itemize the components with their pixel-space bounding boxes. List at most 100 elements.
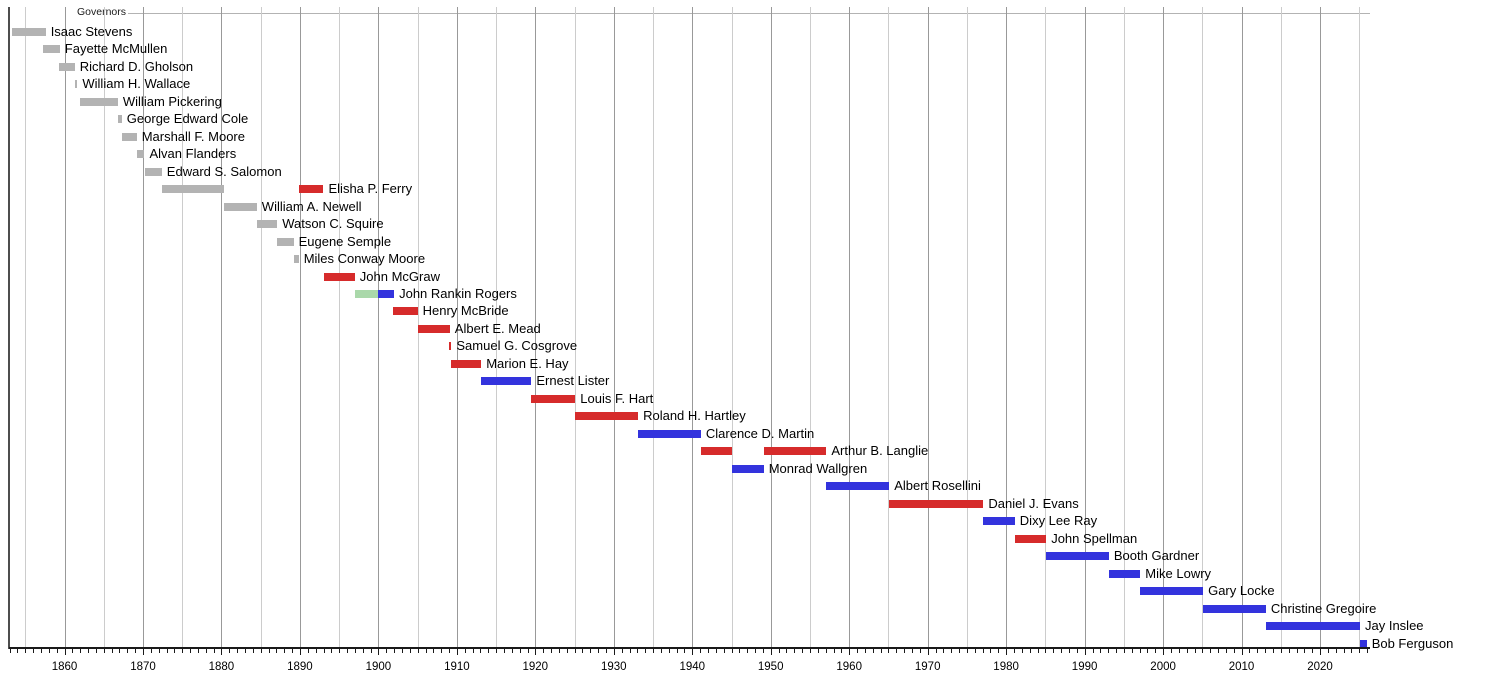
- axis-tick-1967: [904, 649, 906, 653]
- governor-label[interactable]: Miles Conway Moore: [303, 251, 426, 266]
- axis-tick-2023: [1343, 649, 1345, 653]
- axis-tick-1937: [668, 649, 670, 653]
- timeline-gridline-1860: [64, 7, 66, 648]
- axis-tick-1867: [119, 649, 121, 653]
- axis-tick-1905: [417, 649, 419, 653]
- governor-label[interactable]: Ernest Lister: [536, 373, 610, 389]
- axis-tick-label: 1880: [208, 661, 235, 673]
- timeline-gridline-1970: [927, 7, 929, 648]
- governor-label[interactable]: William Pickering: [122, 93, 222, 109]
- governor-label[interactable]: Albert E. Mead: [454, 320, 541, 336]
- axis-tick-1959: [841, 649, 843, 653]
- governor-label[interactable]: Clarence D. Martin: [705, 425, 815, 441]
- governor-label[interactable]: Monrad Wallgren: [768, 460, 868, 476]
- axis-tick-label: 1900: [365, 661, 392, 673]
- axis-tick-1971: [935, 649, 937, 653]
- axis-tick-1953: [794, 649, 796, 653]
- axis-tick-label: 1950: [757, 661, 784, 673]
- timeline-gridline-1965: [888, 7, 890, 648]
- governor-label[interactable]: Richard D. Gholson: [79, 58, 194, 74]
- governor-label[interactable]: Gary Locke: [1208, 583, 1275, 599]
- axis-tick-1915: [496, 649, 498, 653]
- axis-tick-1910: [456, 649, 458, 656]
- axis-tick-1946: [739, 649, 741, 653]
- governor-label[interactable]: Daniel J. Evans: [988, 495, 1079, 511]
- y-axis: [8, 7, 10, 650]
- axis-tick-1919: [527, 649, 529, 653]
- axis-tick-1890: [299, 649, 301, 656]
- governor-bar: [575, 412, 639, 421]
- governor-label[interactable]: John Rankin Rogers: [399, 286, 517, 301]
- governor-label[interactable]: Albert Rosellini: [894, 478, 981, 494]
- governor-label[interactable]: Fayette McMullen: [64, 41, 168, 57]
- axis-tick-1909: [449, 649, 450, 653]
- governor-label[interactable]: Eugene Semple: [298, 233, 392, 249]
- axis-tick-1872: [158, 649, 160, 653]
- axis-tick-2014: [1272, 649, 1274, 653]
- governor-label[interactable]: George Edward Cole: [126, 111, 249, 127]
- axis-tick-1976: [974, 649, 976, 653]
- axis-tick-1989: [1076, 649, 1078, 653]
- timeline-gridline-1945: [731, 7, 733, 648]
- axis-tick-1862: [80, 649, 82, 653]
- governor-label[interactable]: Elisha P. Ferry: [328, 181, 413, 196]
- governor-label[interactable]: Louis F. Hart: [580, 390, 654, 406]
- governor-bar: [74, 80, 78, 89]
- governor-label[interactable]: Mike Lowry: [1145, 565, 1212, 581]
- governor-label[interactable]: Booth Gardner: [1113, 548, 1200, 564]
- axis-tick-1884: [252, 649, 254, 653]
- governor-label[interactable]: William A. Newell: [261, 198, 362, 214]
- governor-label[interactable]: Christine Gregoire: [1270, 600, 1377, 616]
- governor-label[interactable]: William H. Wallace: [82, 76, 191, 92]
- governor-label[interactable]: Watson C. Squire: [282, 216, 384, 231]
- axis-tick-1911: [464, 649, 466, 653]
- governor-label[interactable]: Dixy Lee Ray: [1019, 513, 1098, 529]
- axis-tick-2018: [1304, 649, 1306, 653]
- governor-label[interactable]: Samuel G. Cosgrove: [456, 338, 578, 354]
- axis-tick-label: 1910: [444, 661, 470, 673]
- axis-tick-1868: [127, 649, 129, 653]
- axis-tick-1904: [409, 649, 411, 653]
- timeline-gridline-1955: [810, 7, 811, 648]
- axis-tick-1980: [1006, 649, 1008, 656]
- axis-tick-2013: [1265, 649, 1267, 653]
- governor-bar: [983, 517, 1015, 526]
- axis-tick-2026: [1367, 649, 1369, 653]
- axis-tick-1898: [362, 649, 364, 653]
- governor-label[interactable]: John Spellman: [1051, 530, 1138, 546]
- governor-label[interactable]: Jay Inslee: [1365, 618, 1424, 634]
- axis-tick-1897: [354, 649, 356, 653]
- governor-bar: [323, 272, 355, 281]
- governor-label[interactable]: Isaac Stevens: [50, 23, 133, 39]
- axis-tick-1908: [441, 649, 443, 653]
- governor-label[interactable]: Bob Ferguson: [1371, 635, 1454, 651]
- axis-tick-1932: [629, 649, 631, 653]
- governor-label[interactable]: Edward S. Salomon: [166, 163, 282, 179]
- governor-label[interactable]: John McGraw: [359, 268, 440, 284]
- governor-label[interactable]: Roland H. Hartley: [643, 408, 746, 424]
- axis-tick-label: 1890: [287, 661, 313, 673]
- timeline-gridline-1930: [613, 7, 615, 648]
- axis-tick-1926: [582, 649, 584, 653]
- governor-label[interactable]: Henry McBride: [422, 303, 509, 319]
- axis-tick-1952: [786, 649, 788, 653]
- axis-tick-1902: [394, 649, 396, 653]
- axis-tick-1877: [197, 649, 199, 653]
- governor-label[interactable]: Marion E. Hay: [486, 355, 569, 371]
- timeline-gridline-2005: [1202, 7, 1204, 648]
- axis-tick-1936: [660, 649, 662, 653]
- axis-tick-1885: [260, 649, 262, 653]
- axis-tick-2010: [1241, 649, 1243, 656]
- axis-tick-1922: [551, 649, 552, 653]
- axis-tick-1865: [103, 649, 105, 653]
- axis-tick-label: 2020: [1307, 661, 1333, 673]
- governor-label[interactable]: Arthur B. Langlie: [831, 443, 929, 459]
- governor-label[interactable]: Alvan Flanders: [149, 146, 237, 162]
- axis-tick-2021: [1327, 649, 1329, 653]
- axis-tick-2015: [1280, 649, 1282, 653]
- axis-tick-1895: [339, 649, 341, 653]
- axis-tick-1964: [880, 649, 882, 653]
- governor-label[interactable]: Marshall F. Moore: [141, 128, 245, 144]
- governor-bar: [638, 429, 701, 438]
